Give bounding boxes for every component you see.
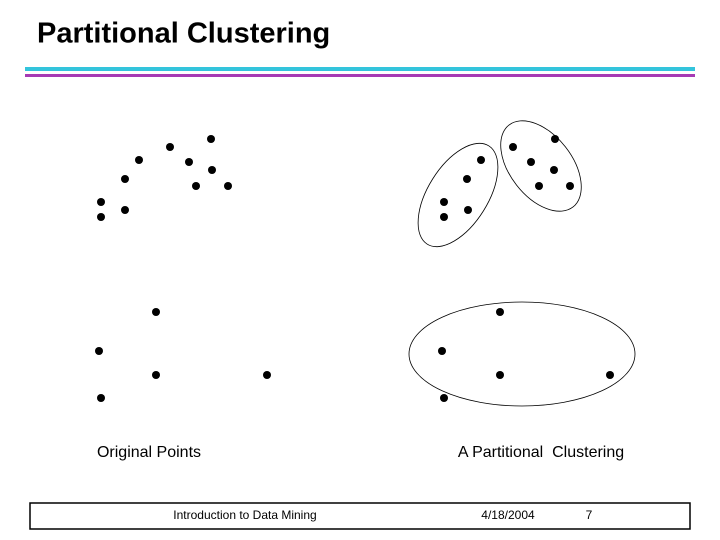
cluster-outlines — [408, 120, 636, 407]
footer-date: 4/18/2004 — [481, 508, 535, 522]
footer-box — [29, 502, 691, 530]
title-rule-magenta — [25, 74, 695, 77]
slide-title: Partitional Clustering — [37, 18, 330, 50]
panel-caption: Original Points — [97, 444, 201, 461]
original-points — [95, 135, 271, 402]
footer-course: Introduction to Data Mining — [173, 508, 316, 522]
footer-page: 7 — [586, 508, 593, 522]
panel-caption: A Partitional Clustering — [458, 444, 624, 461]
title-rule-cyan — [25, 67, 695, 71]
